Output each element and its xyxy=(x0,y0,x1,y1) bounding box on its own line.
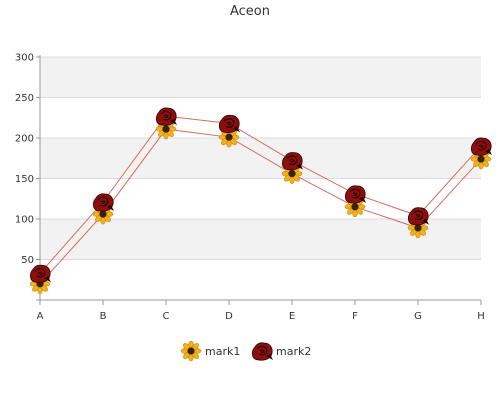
x-tick-label: A xyxy=(37,311,44,322)
x-tick-label: H xyxy=(477,311,485,322)
rose-icon xyxy=(29,264,52,284)
rose-icon xyxy=(92,193,115,212)
y-tick-label: 200 xyxy=(15,134,34,145)
rose-icon xyxy=(155,107,178,126)
legend-rose-icon xyxy=(251,342,274,361)
x-tick-label: G xyxy=(414,311,422,322)
plot-background xyxy=(40,57,481,260)
y-axis: 50 100 150 200 250 300 xyxy=(15,53,41,305)
legend-sunflower-icon xyxy=(180,340,202,362)
y-tick-label: 300 xyxy=(15,53,34,64)
gridlines xyxy=(40,56,481,260)
plot-band xyxy=(40,57,481,98)
chart-title: Aceon xyxy=(230,4,270,19)
x-axis: A B C D E F G H xyxy=(36,299,485,322)
series-lines xyxy=(39,115,482,285)
legend: mark1 mark2 xyxy=(180,340,311,362)
plot-band xyxy=(40,138,481,179)
y-tick-label: 100 xyxy=(15,215,34,226)
legend-label-mark1: mark1 xyxy=(205,345,240,358)
x-tick-label: C xyxy=(163,311,170,322)
legend-label-mark2: mark2 xyxy=(276,345,311,358)
y-tick-label: 250 xyxy=(15,93,34,104)
rose-icon xyxy=(218,114,241,134)
rose-icon xyxy=(407,206,430,226)
y-tick-label: 150 xyxy=(15,174,34,185)
x-tick-label: F xyxy=(352,311,358,322)
x-tick-label: E xyxy=(289,311,295,322)
rose-icon xyxy=(344,185,367,204)
series-markers xyxy=(29,107,493,295)
series-line-mark2 xyxy=(39,115,482,274)
series-line-mark1 xyxy=(39,128,482,285)
plot-band xyxy=(40,219,481,260)
x-tick-label: B xyxy=(100,311,107,322)
x-tick-label: D xyxy=(225,311,233,322)
y-tick-label: 50 xyxy=(21,255,34,266)
